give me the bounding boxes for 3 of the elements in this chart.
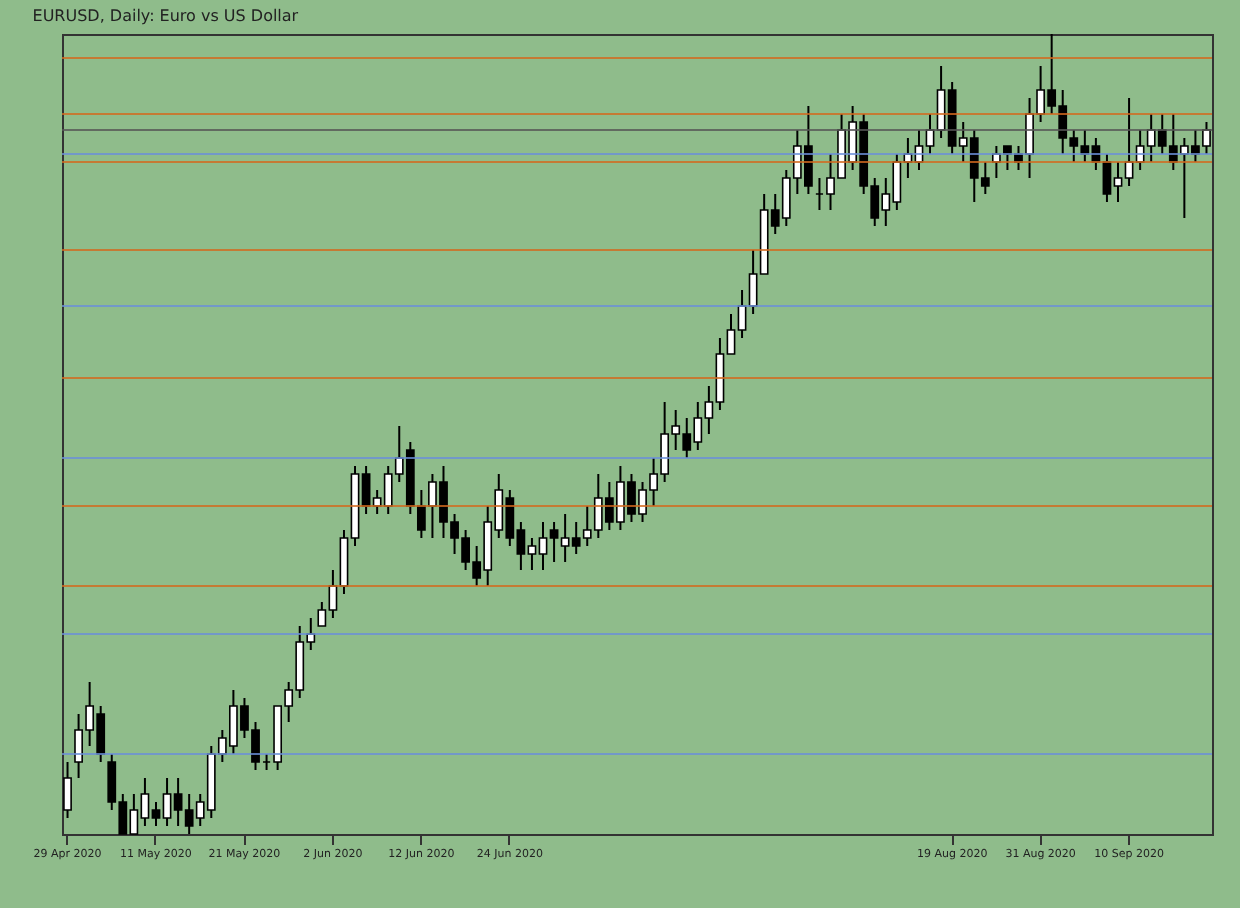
chart-title: EURUSD, Daily: Euro vs US Dollar <box>32 7 300 25</box>
candlestick <box>416 489 426 539</box>
candlestick <box>63 761 72 819</box>
